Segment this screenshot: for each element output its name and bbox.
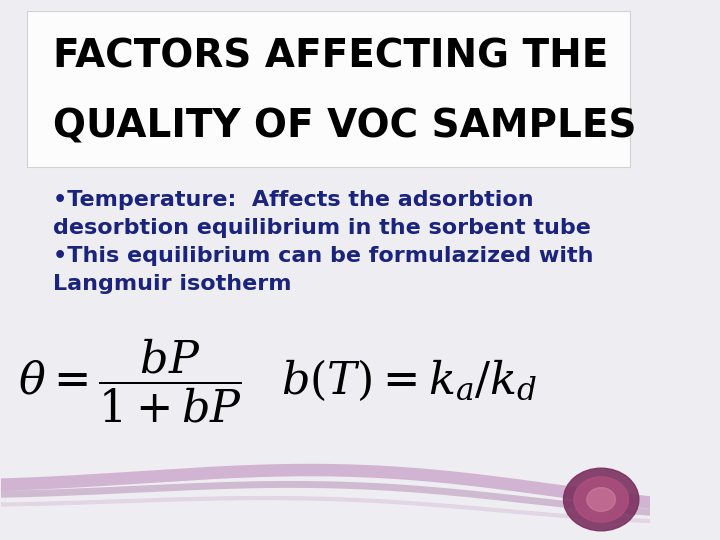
Circle shape [564, 468, 639, 531]
Text: •This equilibrium can be formulazized with: •This equilibrium can be formulazized wi… [53, 246, 593, 266]
Text: QUALITY OF VOC SAMPLES: QUALITY OF VOC SAMPLES [53, 108, 636, 146]
Text: Langmuir isotherm: Langmuir isotherm [53, 274, 291, 294]
Text: desorbtion equilibrium in the sorbent tube: desorbtion equilibrium in the sorbent tu… [53, 218, 590, 238]
Circle shape [574, 477, 629, 522]
FancyBboxPatch shape [27, 11, 631, 167]
Text: $b(T)=k_{a}/k_{d}$: $b(T)=k_{a}/k_{d}$ [282, 358, 538, 403]
Circle shape [587, 488, 616, 511]
Text: •Temperature:  Affects the adsorbtion: •Temperature: Affects the adsorbtion [53, 190, 534, 210]
Text: $\theta=\dfrac{bP}{1+bP}$: $\theta=\dfrac{bP}{1+bP}$ [18, 336, 243, 425]
Text: FACTORS AFFECTING THE: FACTORS AFFECTING THE [53, 38, 608, 76]
